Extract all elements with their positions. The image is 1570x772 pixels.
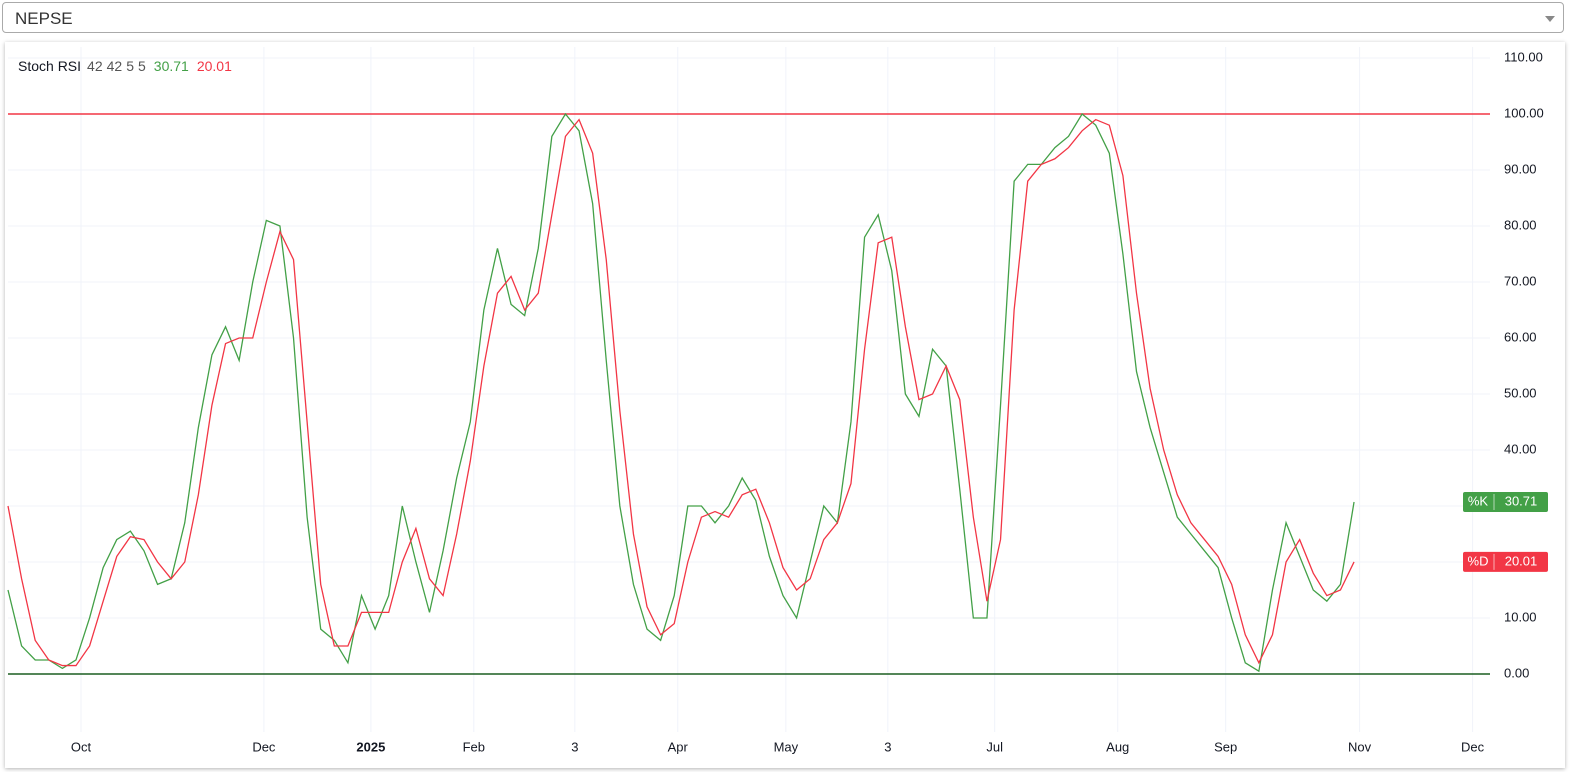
y-tick-label: 10.00	[1504, 609, 1537, 624]
chart-panel	[5, 42, 1565, 768]
indicator-name: Stoch RSI	[18, 58, 81, 74]
x-tick-label: Oct	[71, 739, 92, 754]
y-tick-label: 100.00	[1504, 105, 1544, 120]
x-tick-label: Nov	[1348, 739, 1372, 754]
y-tick-label: 60.00	[1504, 329, 1537, 344]
symbol: NEPSE	[15, 9, 73, 28]
price-tag-value: 30.71	[1505, 493, 1538, 508]
line	[7, 118, 1355, 667]
x-tick-label: 2025	[356, 739, 385, 754]
param: 42	[107, 58, 123, 74]
param: 42	[87, 58, 103, 74]
x-tick-label: Sep	[1214, 739, 1237, 754]
y-tick-label: 50.00	[1504, 385, 1537, 400]
x-tick-label: May	[774, 739, 799, 754]
x-tick-label: Apr	[668, 739, 689, 754]
y-tick-label: 80.00	[1504, 217, 1537, 232]
x-tick-label: Aug	[1106, 739, 1129, 754]
dropdown-arrow	[1545, 16, 1555, 22]
x-tick-label: Dec	[252, 739, 276, 754]
param: 5	[126, 58, 134, 74]
legend-k-value: 30.71	[154, 58, 189, 74]
legend: Stoch RSI 42 42 5 5 30.71 20.01	[18, 58, 232, 74]
x-tick-label: 3	[884, 739, 891, 754]
x-tick-label: 3	[571, 739, 578, 754]
x-tick-label: Jul	[986, 739, 1003, 754]
price-tag	[1463, 492, 1548, 513]
line	[7, 112, 1355, 673]
symbol-select[interactable]: NEPSE	[2, 2, 1564, 33]
price-tag-name: %K	[1468, 493, 1489, 508]
price-tag-value: 20.01	[1505, 553, 1538, 568]
y-tick-label: 110.00	[1504, 49, 1543, 64]
y-tick-label: 40.00	[1504, 441, 1537, 456]
legend-d-value: 20.01	[197, 58, 232, 74]
param: 5	[138, 58, 146, 74]
x-tick-label: Dec	[1461, 739, 1485, 754]
y-tick-label: 0.00	[1504, 665, 1529, 680]
y-tick-label: 70.00	[1504, 273, 1537, 288]
price-tag-name: %D	[1468, 553, 1489, 568]
y-tick-label: 90.00	[1504, 161, 1537, 176]
price-tag	[1463, 551, 1548, 572]
x-tick-label: Feb	[463, 739, 485, 754]
